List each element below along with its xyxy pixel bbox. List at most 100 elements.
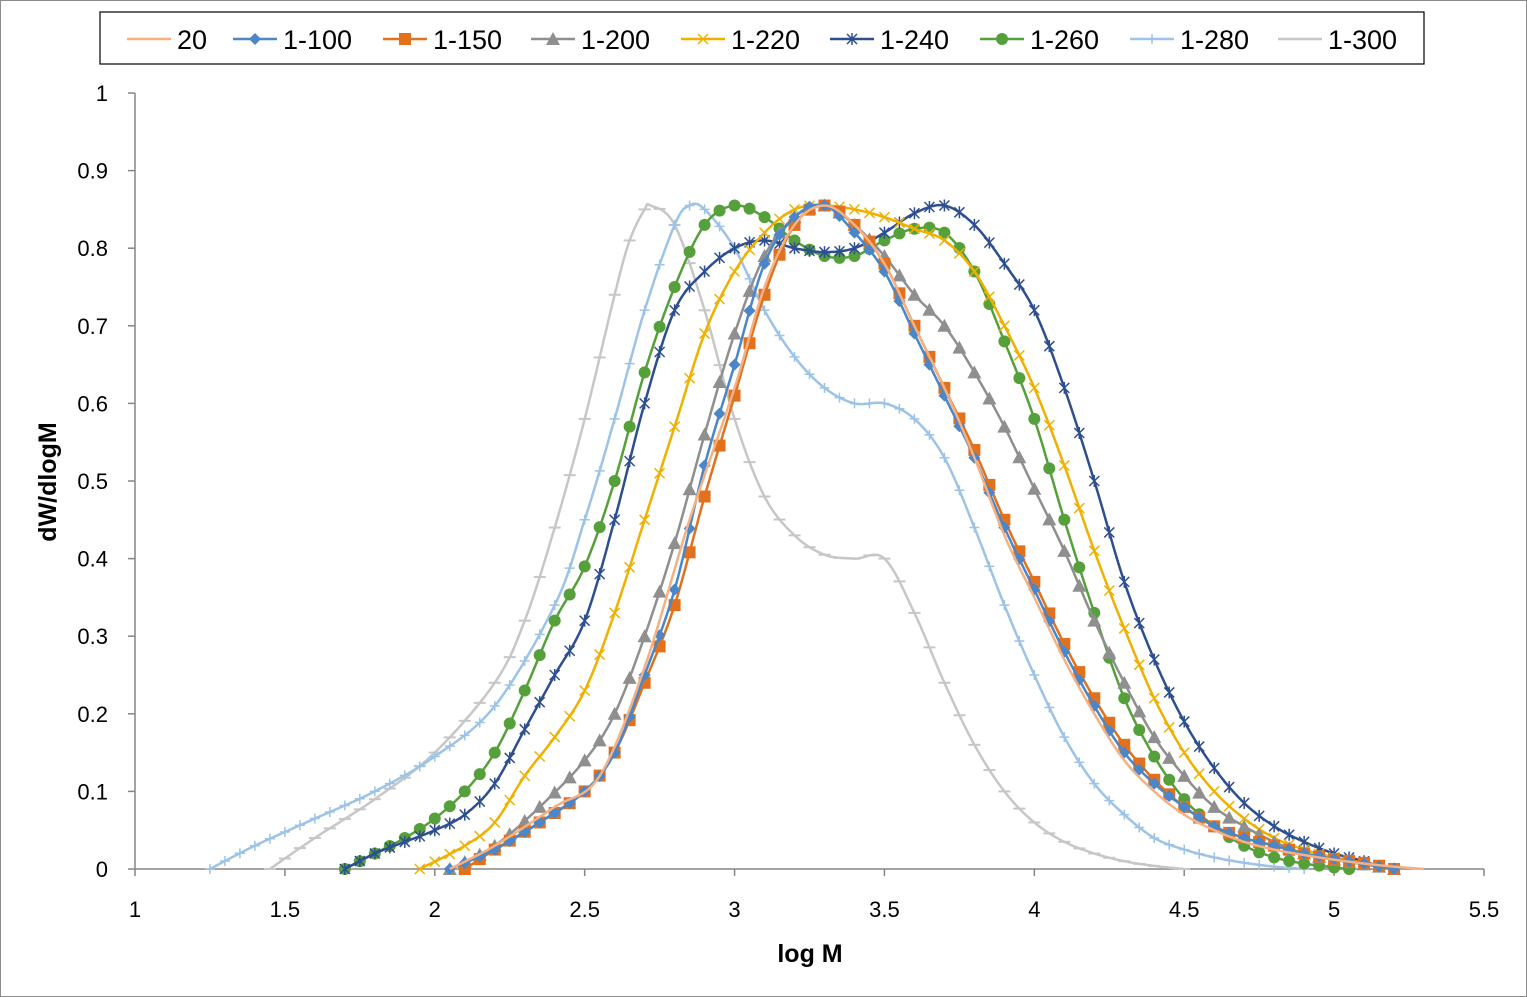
data-point (219, 856, 230, 867)
data-point (1117, 675, 1132, 689)
data-point (1148, 777, 1161, 790)
legend-label: 1-150 (433, 25, 502, 55)
data-point (1088, 545, 1100, 557)
data-point (774, 330, 785, 341)
data-point (1193, 740, 1205, 753)
data-point (399, 770, 410, 781)
data-point (1088, 475, 1100, 487)
data-point (1043, 340, 1055, 353)
data-point (1133, 724, 1146, 737)
x-tick-label: 2.5 (569, 897, 600, 922)
data-point (204, 864, 215, 874)
legend-label: 1-300 (1328, 25, 1397, 55)
data-point (998, 257, 1010, 270)
data-point (997, 419, 1012, 433)
data-point (1164, 839, 1175, 850)
legend-item-1-260: 1-260 (980, 25, 1099, 55)
data-point (1012, 450, 1027, 464)
data-point (623, 420, 636, 433)
legend-item-1-300: 1-300 (1278, 25, 1397, 55)
series-1-100 (443, 199, 1401, 875)
data-point (639, 514, 651, 526)
series-1-300 (263, 202, 1191, 871)
data-point (744, 244, 756, 256)
data-point (474, 795, 486, 808)
data-point (639, 305, 650, 316)
data-point (742, 283, 757, 297)
y-tick-label: 0 (96, 857, 108, 882)
data-point (1222, 810, 1237, 824)
data-point (1224, 855, 1235, 866)
data-point (923, 200, 935, 213)
data-point (309, 813, 320, 824)
data-point (279, 826, 290, 837)
data-point (893, 227, 906, 240)
data-point (564, 563, 575, 574)
data-point (654, 345, 666, 358)
data-point (1043, 419, 1055, 431)
data-point (489, 777, 501, 790)
data-point (592, 733, 607, 747)
data-point (669, 304, 681, 317)
data-point (953, 206, 965, 219)
data-point (652, 584, 667, 598)
data-point (669, 421, 681, 433)
data-point (1298, 857, 1311, 870)
legend-marker (546, 32, 560, 45)
data-point (1238, 813, 1250, 825)
data-point (1253, 846, 1266, 859)
data-point (729, 242, 741, 255)
data-point (532, 799, 547, 813)
data-point (548, 614, 561, 627)
data-point (1029, 670, 1040, 680)
data-point (728, 358, 741, 371)
data-point (682, 482, 697, 496)
legend-item-1-280: 1-280 (1130, 25, 1249, 55)
legend-label: 1-240 (880, 25, 949, 55)
data-point (474, 830, 486, 842)
data-point (1103, 585, 1115, 597)
data-point (1134, 822, 1145, 833)
data-point (609, 413, 620, 424)
data-point (1103, 526, 1115, 539)
series-line (419, 204, 1395, 871)
data-point (1059, 732, 1070, 743)
data-point (982, 391, 997, 405)
legend-marker (1147, 34, 1157, 44)
data-point (444, 741, 455, 752)
legend-item-1-150: 1-150 (383, 25, 502, 55)
data-point (714, 293, 726, 305)
data-point (1268, 851, 1281, 864)
data-point (459, 840, 471, 852)
data-point (249, 840, 260, 851)
series-1-220 (414, 199, 1400, 875)
data-point (699, 265, 711, 278)
data-point (1223, 781, 1235, 794)
data-point (938, 199, 950, 212)
data-point (968, 218, 980, 231)
series-line (269, 202, 1185, 871)
data-point (1028, 382, 1040, 394)
data-point (414, 863, 426, 875)
series-1-240 (339, 199, 1386, 875)
data-point (639, 397, 651, 410)
data-point (264, 833, 275, 844)
data-point (609, 513, 621, 526)
data-point (714, 221, 725, 232)
data-point (1178, 747, 1190, 759)
data-point (714, 251, 726, 264)
data-point (1027, 481, 1042, 495)
data-point (924, 429, 935, 440)
data-point (518, 684, 531, 697)
data-point (878, 234, 891, 247)
series-20 (449, 204, 1425, 871)
data-point (1298, 835, 1310, 848)
data-point (579, 684, 591, 697)
series-line (449, 204, 1395, 871)
legend-item-1-100: 1-100 (233, 25, 352, 55)
data-point (594, 649, 606, 661)
data-point (638, 366, 651, 379)
data-point (773, 213, 786, 225)
data-point (893, 217, 905, 229)
